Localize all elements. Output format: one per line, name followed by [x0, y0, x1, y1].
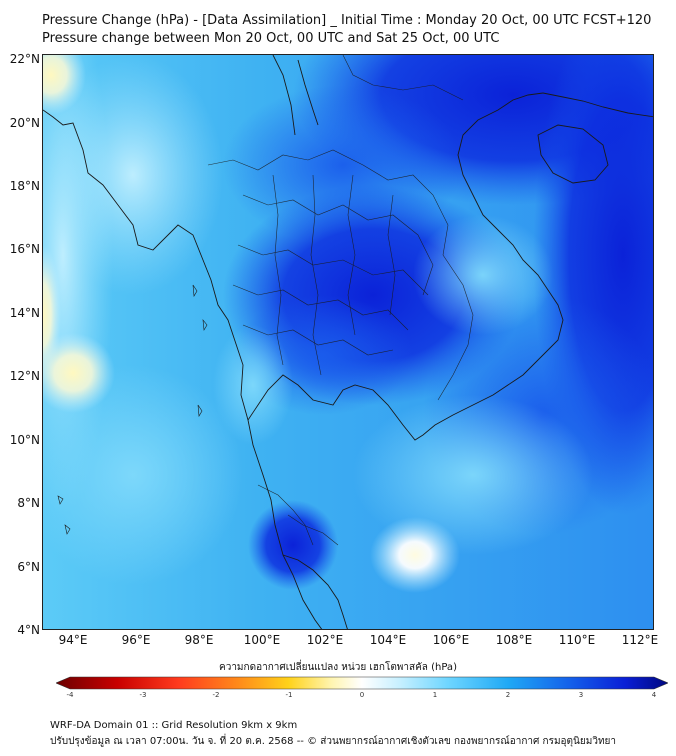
colorbar-tick: -4 — [66, 691, 74, 699]
lat-label: 18°N — [9, 179, 40, 193]
pressure-change-map — [43, 55, 653, 629]
colorbar-tick: 1 — [432, 691, 438, 699]
lon-label: 102°E — [306, 633, 344, 647]
colorbar — [56, 676, 668, 690]
lat-label: 14°N — [9, 306, 40, 320]
lon-label: 94°E — [58, 633, 88, 647]
colorbar-tick: -1 — [285, 691, 293, 699]
colorbar-tick: -3 — [139, 691, 147, 699]
lat-label: 10°N — [9, 433, 40, 447]
colorbar-label: ความกดอากาศเปลี่ยนแปลง หน่วย เฮกโตพาสคัล… — [219, 662, 457, 673]
chart-title: Pressure Change (hPa) - [Data Assimilati… — [42, 13, 652, 28]
lon-label: 110°E — [558, 633, 596, 647]
province-borders — [207, 55, 474, 546]
lat-label: 22°N — [9, 52, 40, 66]
colorbar-tick: 4 — [651, 691, 657, 699]
lon-label: 96°E — [121, 633, 151, 647]
lon-label: 98°E — [184, 633, 214, 647]
lon-label: 104°E — [369, 633, 407, 647]
islands — [57, 284, 208, 535]
chart-subtitle: Pressure change between Mon 20 Oct, 00 U… — [42, 31, 500, 46]
colorbar-tick: -2 — [212, 691, 220, 699]
lat-label: 6°N — [17, 560, 40, 574]
coastline-outline — [43, 55, 653, 629]
footer-domain-info: WRF-DA Domain 01 :: Grid Resolution 9km … — [50, 720, 298, 731]
colorbar-tick: 2 — [505, 691, 511, 699]
footer-credit: ปรับปรุงข้อมูล ณ เวลา 07:00น. วัน จ. ที่… — [50, 736, 617, 747]
map-panel — [42, 54, 654, 630]
lon-label: 100°E — [243, 633, 281, 647]
lat-label: 4°N — [17, 623, 40, 637]
lat-label: 16°N — [9, 242, 40, 256]
lon-label: 106°E — [432, 633, 470, 647]
lon-label: 108°E — [495, 633, 533, 647]
lat-label: 12°N — [9, 369, 40, 383]
lat-label: 20°N — [9, 116, 40, 130]
lon-label: 112°E — [621, 633, 659, 647]
lat-label: 8°N — [17, 496, 40, 510]
colorbar-tick: 0 — [359, 691, 365, 699]
colorbar-tick: 3 — [578, 691, 584, 699]
